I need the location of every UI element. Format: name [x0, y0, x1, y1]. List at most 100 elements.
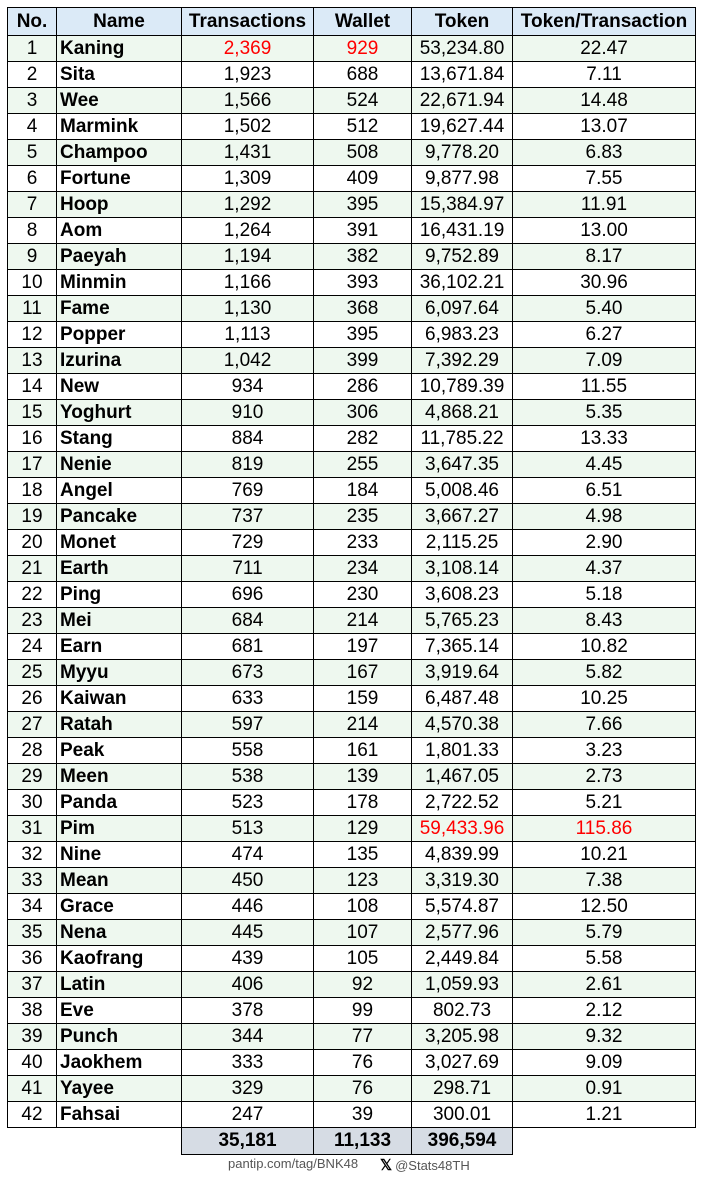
cell-token-per-transaction: 7.66	[512, 711, 696, 738]
cell-no: 13	[7, 347, 57, 374]
cell-transactions: 538	[181, 763, 314, 790]
cell-wallet: 214	[313, 607, 412, 634]
cell-token-per-transaction: 11.55	[512, 373, 696, 400]
cell-token: 6,983.23	[411, 321, 513, 348]
cell-wallet: 368	[313, 295, 412, 322]
table-row: 6 Fortune 1,309 409 9,877.98 7.55	[7, 165, 696, 192]
cell-token: 6,487.48	[411, 685, 513, 712]
header-wallet: Wallet	[313, 7, 412, 36]
cell-wallet: 107	[313, 919, 412, 946]
table-row: 31 Pim 513 129 59,433.96 115.86	[7, 815, 696, 842]
cell-name: Minmin	[56, 269, 182, 296]
cell-no: 35	[7, 919, 57, 946]
cell-token-per-transaction: 5.18	[512, 581, 696, 608]
cell-transactions: 2,369	[181, 35, 314, 62]
table-row: 14 New 934 286 10,789.39 11.55	[7, 373, 696, 400]
total-wallet: 11,133	[313, 1127, 412, 1155]
cell-name: Pim	[56, 815, 182, 842]
table-row: 30 Panda 523 178 2,722.52 5.21	[7, 789, 696, 816]
table-row: 28 Peak 558 161 1,801.33 3.23	[7, 737, 696, 764]
cell-token: 3,027.69	[411, 1049, 513, 1076]
cell-token-per-transaction: 3.23	[512, 737, 696, 764]
cell-token-per-transaction: 5.79	[512, 919, 696, 946]
cell-name: Aom	[56, 217, 182, 244]
cell-token-per-transaction: 5.58	[512, 945, 696, 972]
cell-token-per-transaction: 4.98	[512, 503, 696, 530]
cell-token: 802.73	[411, 997, 513, 1024]
cell-no: 25	[7, 659, 57, 686]
cell-name: Fahsai	[56, 1101, 182, 1128]
cell-token: 1,467.05	[411, 763, 513, 790]
cell-transactions: 333	[181, 1049, 314, 1076]
cell-name: Mean	[56, 867, 182, 894]
cell-token-per-transaction: 10.21	[512, 841, 696, 868]
table-row: 24 Earn 681 197 7,365.14 10.82	[7, 633, 696, 660]
cell-no: 29	[7, 763, 57, 790]
cell-no: 22	[7, 581, 57, 608]
cell-no: 5	[7, 139, 57, 166]
cell-name: Marmink	[56, 113, 182, 140]
cell-token: 3,667.27	[411, 503, 513, 530]
cell-no: 19	[7, 503, 57, 530]
cell-wallet: 99	[313, 997, 412, 1024]
cell-name: Fame	[56, 295, 182, 322]
cell-transactions: 445	[181, 919, 314, 946]
cell-name: Yoghurt	[56, 399, 182, 426]
social-handle[interactable]: 𝕏 @Stats48TH	[380, 1156, 470, 1174]
table-row: 13 Izurina 1,042 399 7,392.29 7.09	[7, 347, 696, 374]
header-token-per-transaction: Token/Transaction	[512, 7, 696, 36]
cell-no: 21	[7, 555, 57, 582]
cell-wallet: 395	[313, 191, 412, 218]
table-row: 27 Ratah 597 214 4,570.38 7.66	[7, 711, 696, 738]
cell-token: 4,570.38	[411, 711, 513, 738]
cell-name: Kaofrang	[56, 945, 182, 972]
cell-wallet: 399	[313, 347, 412, 374]
table-row: 3 Wee 1,566 524 22,671.94 14.48	[7, 87, 696, 114]
cell-wallet: 76	[313, 1049, 412, 1076]
cell-wallet: 167	[313, 659, 412, 686]
cell-name: Kaiwan	[56, 685, 182, 712]
cell-no: 37	[7, 971, 57, 998]
cell-name: Ping	[56, 581, 182, 608]
cell-no: 6	[7, 165, 57, 192]
cell-token-per-transaction: 5.35	[512, 399, 696, 426]
cell-token-per-transaction: 22.47	[512, 35, 696, 62]
cell-name: Yayee	[56, 1075, 182, 1102]
source-link[interactable]: pantip.com/tag/BNK48	[228, 1156, 359, 1171]
cell-token: 2,449.84	[411, 945, 513, 972]
cell-name: Monet	[56, 529, 182, 556]
cell-wallet: 161	[313, 737, 412, 764]
cell-no: 31	[7, 815, 57, 842]
cell-no: 41	[7, 1075, 57, 1102]
cell-no: 14	[7, 373, 57, 400]
cell-token-per-transaction: 5.40	[512, 295, 696, 322]
cell-token: 1,059.93	[411, 971, 513, 998]
cell-token-per-transaction: 2.12	[512, 997, 696, 1024]
table-row: 38 Eve 378 99 802.73 2.12	[7, 997, 696, 1024]
cell-name: Pancake	[56, 503, 182, 530]
cell-token: 3,205.98	[411, 1023, 513, 1050]
cell-name: Punch	[56, 1023, 182, 1050]
cell-token: 4,839.99	[411, 841, 513, 868]
cell-no: 26	[7, 685, 57, 712]
cell-name: Champoo	[56, 139, 182, 166]
cell-transactions: 681	[181, 633, 314, 660]
cell-token-per-transaction: 2.90	[512, 529, 696, 556]
cell-token-per-transaction: 13.00	[512, 217, 696, 244]
cell-wallet: 214	[313, 711, 412, 738]
cell-transactions: 406	[181, 971, 314, 998]
table-row: 42 Fahsai 247 39 300.01 1.21	[7, 1101, 696, 1128]
cell-name: Mei	[56, 607, 182, 634]
cell-token: 10,789.39	[411, 373, 513, 400]
cell-no: 28	[7, 737, 57, 764]
cell-no: 2	[7, 61, 57, 88]
cell-transactions: 1,431	[181, 139, 314, 166]
cell-transactions: 1,502	[181, 113, 314, 140]
cell-no: 36	[7, 945, 57, 972]
table-row: 11 Fame 1,130 368 6,097.64 5.40	[7, 295, 696, 322]
header-row: No. Name Transactions Wallet Token Token…	[7, 7, 696, 36]
cell-name: Grace	[56, 893, 182, 920]
cell-token-per-transaction: 4.37	[512, 555, 696, 582]
cell-no: 27	[7, 711, 57, 738]
table-row: 25 Myyu 673 167 3,919.64 5.82	[7, 659, 696, 686]
